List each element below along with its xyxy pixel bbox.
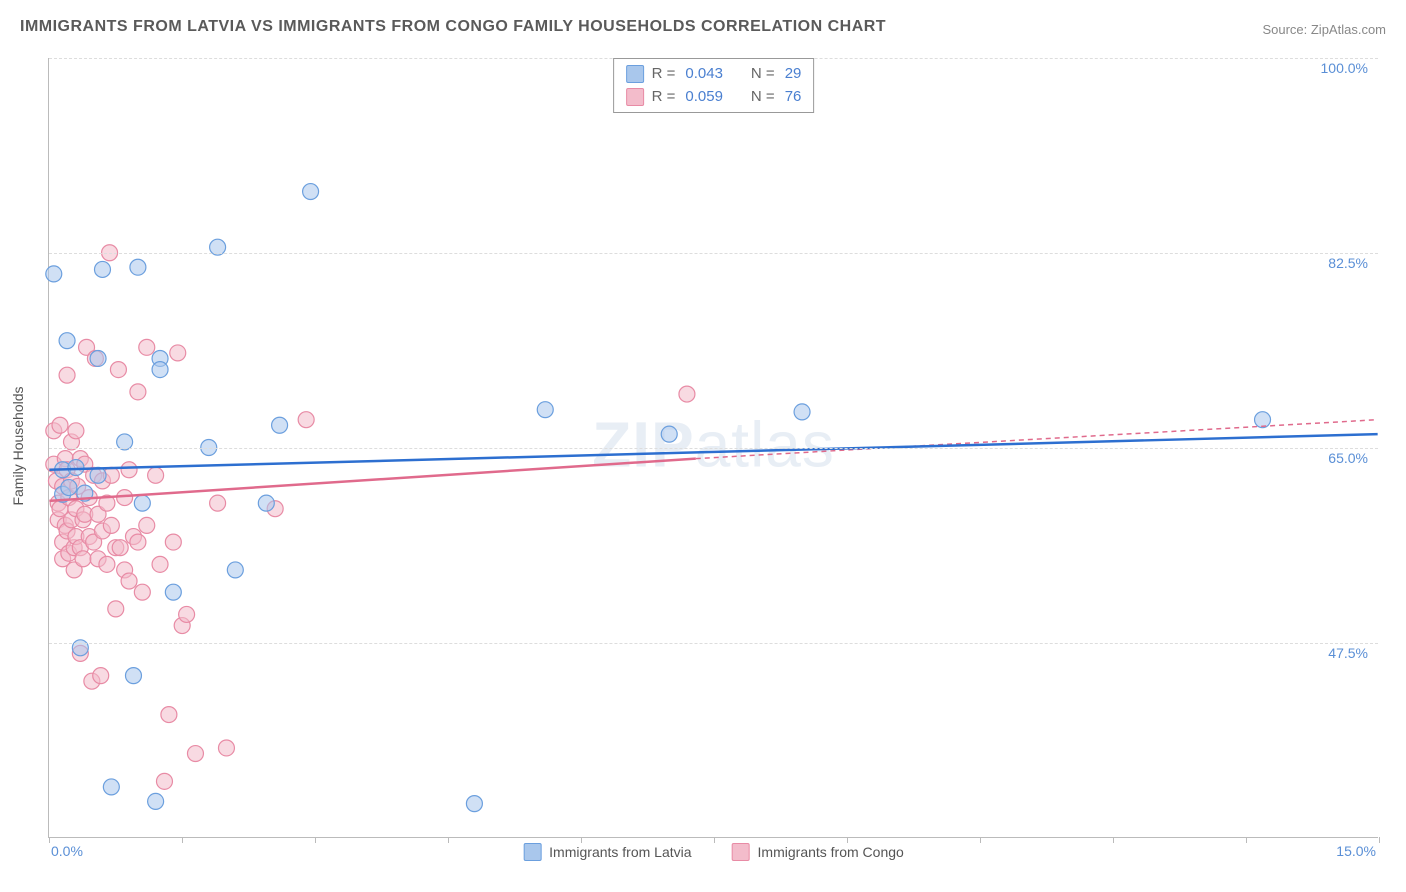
y-axis-label: Family Households xyxy=(10,386,26,505)
legend-series: Immigrants from Latvia Immigrants from C… xyxy=(523,843,904,861)
x-tick xyxy=(714,837,715,843)
x-tick xyxy=(980,837,981,843)
legend-stats-row-congo: R =0.059 N =76 xyxy=(626,86,802,109)
legend-swatch-congo-icon xyxy=(732,843,750,861)
legend-item-latvia: Immigrants from Latvia xyxy=(523,843,691,861)
x-tick xyxy=(182,837,183,843)
gridline xyxy=(49,253,1378,254)
gridline xyxy=(49,643,1378,644)
legend-swatch-latvia xyxy=(626,65,644,83)
x-tick xyxy=(1113,837,1114,843)
x-tick xyxy=(1379,837,1380,843)
chart-title: IMMIGRANTS FROM LATVIA VS IMMIGRANTS FRO… xyxy=(20,18,886,36)
x-tick xyxy=(315,837,316,843)
y-tick-label: 65.0% xyxy=(1328,450,1368,466)
chart-plot-area: ZIPatlas R =0.043 N =29 R =0.059 N =76 0… xyxy=(48,58,1378,838)
x-tick xyxy=(581,837,582,843)
legend-swatch-congo xyxy=(626,88,644,106)
y-tick-label: 47.5% xyxy=(1328,645,1368,661)
legend-stats: R =0.043 N =29 R =0.059 N =76 xyxy=(613,58,815,113)
legend-stats-row-latvia: R =0.043 N =29 xyxy=(626,63,802,86)
x-axis-min-label: 0.0% xyxy=(51,843,83,859)
x-axis-max-label: 15.0% xyxy=(1336,843,1376,859)
legend-item-congo: Immigrants from Congo xyxy=(732,843,904,861)
source-attribution: Source: ZipAtlas.com xyxy=(1262,22,1386,37)
x-tick xyxy=(847,837,848,843)
x-tick xyxy=(1246,837,1247,843)
gridline xyxy=(49,448,1378,449)
y-tick-label: 100.0% xyxy=(1321,60,1368,76)
y-tick-label: 82.5% xyxy=(1328,255,1368,271)
x-tick xyxy=(49,837,50,843)
x-tick xyxy=(448,837,449,843)
legend-swatch-latvia-icon xyxy=(523,843,541,861)
